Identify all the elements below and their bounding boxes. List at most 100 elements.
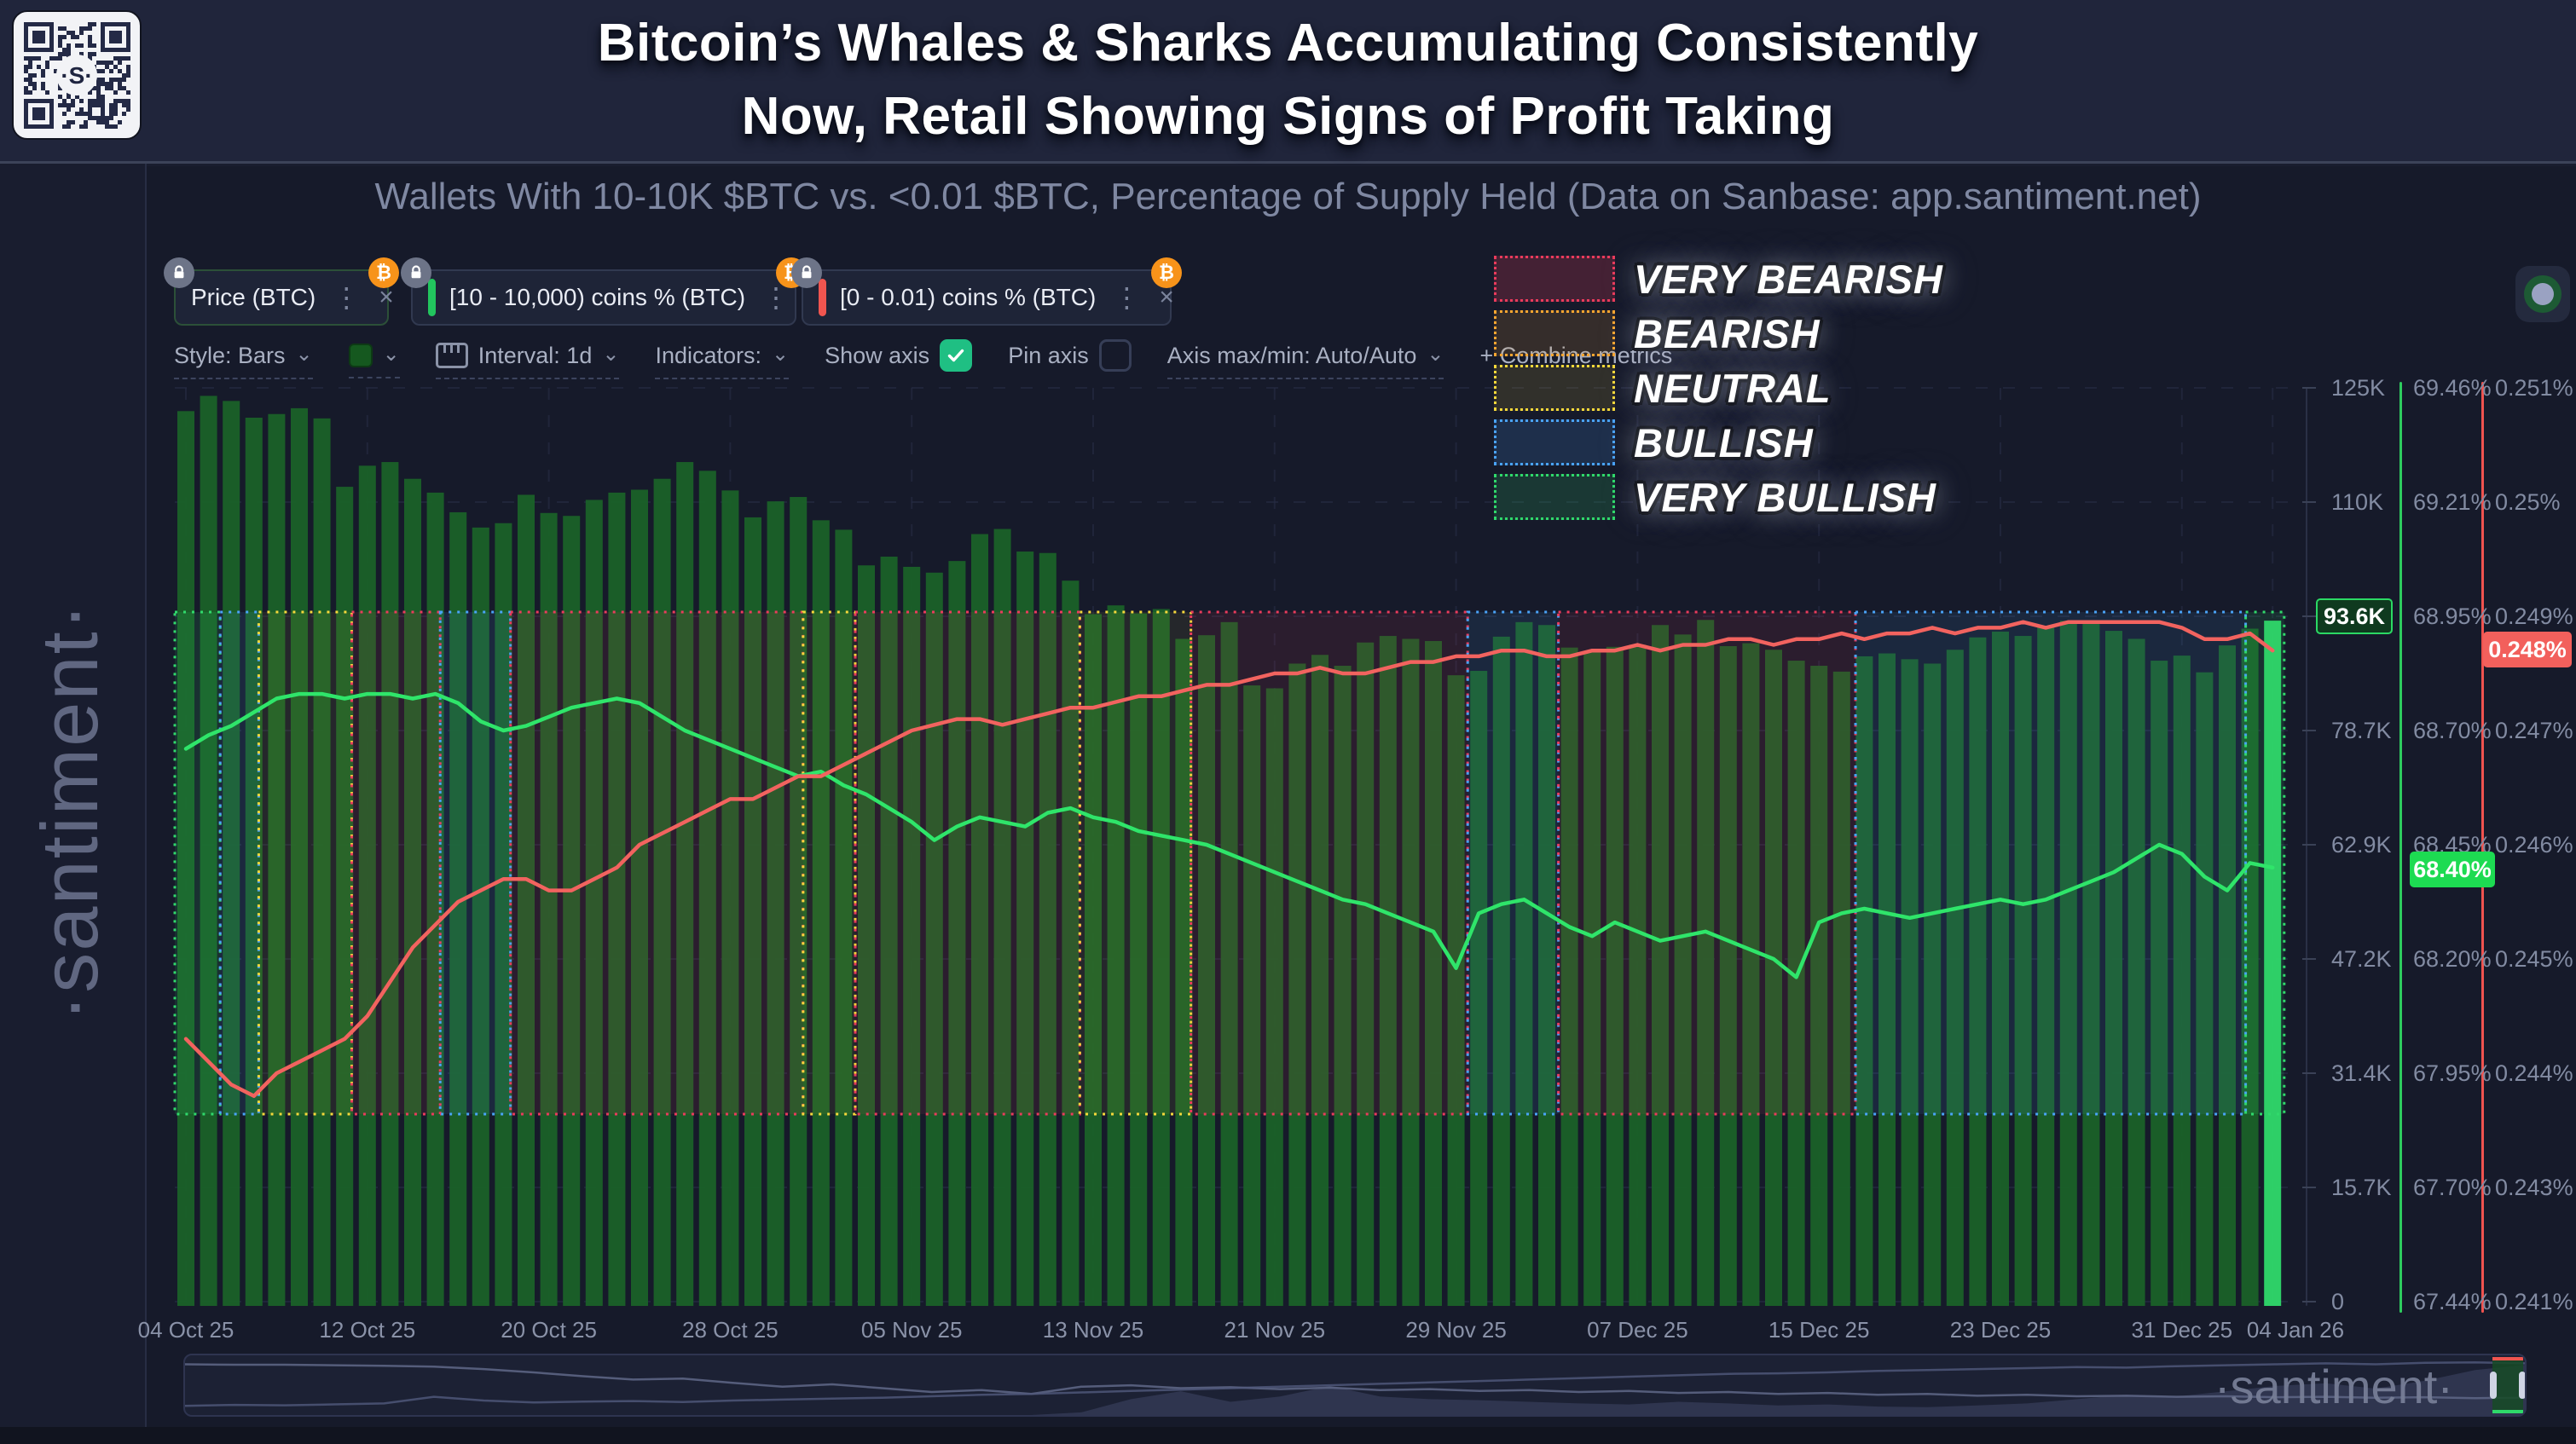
price-bar bbox=[177, 411, 194, 1306]
x-axis-date-label: 31 Dec 25 bbox=[2131, 1317, 2233, 1343]
price-bar bbox=[653, 478, 671, 1306]
price-axis-line bbox=[2306, 388, 2307, 1306]
pin-axis-toggle[interactable]: Pin axis bbox=[1008, 339, 1132, 382]
btc-asset-icon: ₿ bbox=[368, 257, 399, 288]
price-bar bbox=[2127, 638, 2145, 1306]
btc-asset-icon: ₿ bbox=[1151, 257, 1182, 288]
price-bar bbox=[1855, 656, 1873, 1306]
price-axis-tick bbox=[2302, 1187, 2316, 1188]
price-bar bbox=[925, 572, 943, 1306]
price-bar bbox=[1447, 675, 1465, 1306]
whale-axis-label: 69.21% bbox=[2413, 489, 2492, 515]
retail-axis-label: 0.251% bbox=[2495, 375, 2573, 401]
color-swatch-selector[interactable]: ⌄ bbox=[348, 343, 400, 378]
chip-close-icon[interactable]: × bbox=[1159, 283, 1174, 311]
svg-text:·S·: ·S· bbox=[61, 62, 92, 89]
navigator-selection-handle[interactable] bbox=[2490, 1357, 2525, 1413]
x-axis-date-label: 15 Dec 25 bbox=[1768, 1317, 1870, 1343]
retail-axis-label: 0.25% bbox=[2495, 489, 2561, 515]
legend-swatch-bearish bbox=[1494, 310, 1615, 356]
regime-box-very_bearish bbox=[350, 610, 442, 1116]
regime-box-neutral bbox=[257, 610, 353, 1116]
price-bar bbox=[1379, 636, 1397, 1306]
whale-axis-label: 69.46% bbox=[2413, 375, 2492, 401]
price-bar bbox=[1130, 613, 1148, 1306]
price-bar bbox=[948, 561, 966, 1306]
price-axis-label: 62.9K bbox=[2331, 832, 2392, 858]
price-bar bbox=[1901, 659, 1919, 1306]
price-bar bbox=[1492, 636, 1510, 1306]
price-bar bbox=[631, 489, 648, 1306]
price-bar bbox=[903, 566, 921, 1306]
price-bar bbox=[1288, 663, 1306, 1306]
interval-selector[interactable]: Interval: 1d ⌄ bbox=[435, 343, 620, 379]
chart-settings-button[interactable] bbox=[2515, 266, 2570, 322]
price-bar bbox=[1924, 663, 1942, 1306]
price-bar bbox=[790, 497, 808, 1306]
price-bar bbox=[1243, 685, 1261, 1306]
bottom-edge-strip bbox=[0, 1427, 2576, 1444]
santiment-bottom-watermark: ·santiment· bbox=[2214, 1360, 2453, 1413]
pin-axis-checkbox[interactable] bbox=[1098, 339, 1132, 372]
handle-right-grip[interactable] bbox=[2519, 1372, 2525, 1399]
price-axis-tick bbox=[2302, 501, 2316, 503]
price-bar bbox=[1357, 642, 1375, 1306]
chip-menu-icon[interactable]: ⋮ bbox=[762, 282, 790, 313]
series-color-bar bbox=[819, 279, 826, 316]
price-bar bbox=[1652, 625, 1669, 1306]
price-bar bbox=[1152, 609, 1170, 1306]
show-axis-checkbox[interactable] bbox=[940, 339, 973, 372]
retail-axis-line bbox=[2481, 382, 2484, 1313]
price-bar bbox=[1334, 666, 1352, 1306]
price-bar bbox=[1719, 645, 1737, 1306]
timeline-navigator[interactable]: ·santiment· bbox=[183, 1354, 2527, 1417]
price-bar bbox=[1311, 655, 1329, 1306]
price-bar bbox=[2264, 621, 2282, 1306]
price-bar bbox=[1425, 641, 1442, 1306]
whale-axis-label: 68.95% bbox=[2413, 604, 2492, 629]
price-bar bbox=[1606, 646, 1624, 1306]
price-bar bbox=[1992, 631, 2009, 1306]
legend-row-bearish: BEARISH bbox=[1494, 309, 1943, 358]
retail-axis-label: 0.244% bbox=[2495, 1060, 2573, 1086]
chip-close-icon[interactable]: × bbox=[379, 283, 394, 311]
regime-box-bullish bbox=[1854, 610, 2248, 1116]
price-bar bbox=[1515, 621, 1533, 1306]
lock-icon bbox=[791, 257, 822, 288]
legend-row-very-bullish: VERY BULLISH bbox=[1494, 472, 1943, 522]
chip-menu-icon[interactable]: ⋮ bbox=[333, 282, 361, 313]
price-axis-label: 15.7K bbox=[2331, 1175, 2392, 1200]
regime-box-neutral bbox=[1078, 610, 1193, 1116]
show-axis-toggle[interactable]: Show axis bbox=[825, 339, 973, 382]
price-bar bbox=[268, 413, 286, 1307]
metric-chip-price[interactable]: Price (BTC) ⋮ × ₿ bbox=[164, 257, 399, 326]
legend-row-bullish: BULLISH bbox=[1494, 418, 1943, 467]
price-bar bbox=[698, 471, 716, 1306]
price-bar bbox=[1560, 647, 1578, 1306]
series-color-swatch bbox=[348, 344, 373, 367]
price-bar bbox=[608, 492, 626, 1306]
x-axis-date-label: 07 Dec 25 bbox=[1587, 1317, 1688, 1343]
x-axis-date-label: 05 Nov 25 bbox=[860, 1317, 963, 1343]
x-axis-date-label: 13 Nov 25 bbox=[1042, 1317, 1144, 1343]
regime-box-very_bullish bbox=[173, 610, 222, 1116]
retail-axis-label: 0.247% bbox=[2495, 718, 2573, 743]
price-bar bbox=[2173, 656, 2191, 1306]
handle-left-grip[interactable] bbox=[2490, 1372, 2497, 1399]
indicators-selector[interactable]: Indicators: ⌄ bbox=[655, 343, 790, 379]
series-color-bar bbox=[428, 279, 436, 316]
style-selector[interactable]: Style: Bars ⌄ bbox=[174, 343, 313, 379]
price-axis-label: 47.2K bbox=[2331, 946, 2392, 972]
page-title-line1: Bitcoin’s Whales & Sharks Accumulating C… bbox=[597, 14, 1979, 72]
price-bar bbox=[676, 462, 694, 1306]
chip-menu-icon[interactable]: ⋮ bbox=[1113, 282, 1141, 313]
price-bar bbox=[1765, 650, 1782, 1306]
price-bar bbox=[1629, 644, 1647, 1306]
metric-chip-retail-supply[interactable]: [0 - 0.01) coins % (BTC) ⋮ × ₿ bbox=[791, 257, 1182, 326]
price-bar bbox=[812, 520, 830, 1306]
axis-maxmin-selector[interactable]: Axis max/min: Auto/Auto ⌄ bbox=[1166, 343, 1444, 379]
metric-chip-whale-supply[interactable]: [10 - 10,000) coins % (BTC) ⋮ × ₿ bbox=[401, 257, 824, 326]
metric-chip-label: [10 - 10,000) coins % (BTC) bbox=[449, 284, 746, 310]
